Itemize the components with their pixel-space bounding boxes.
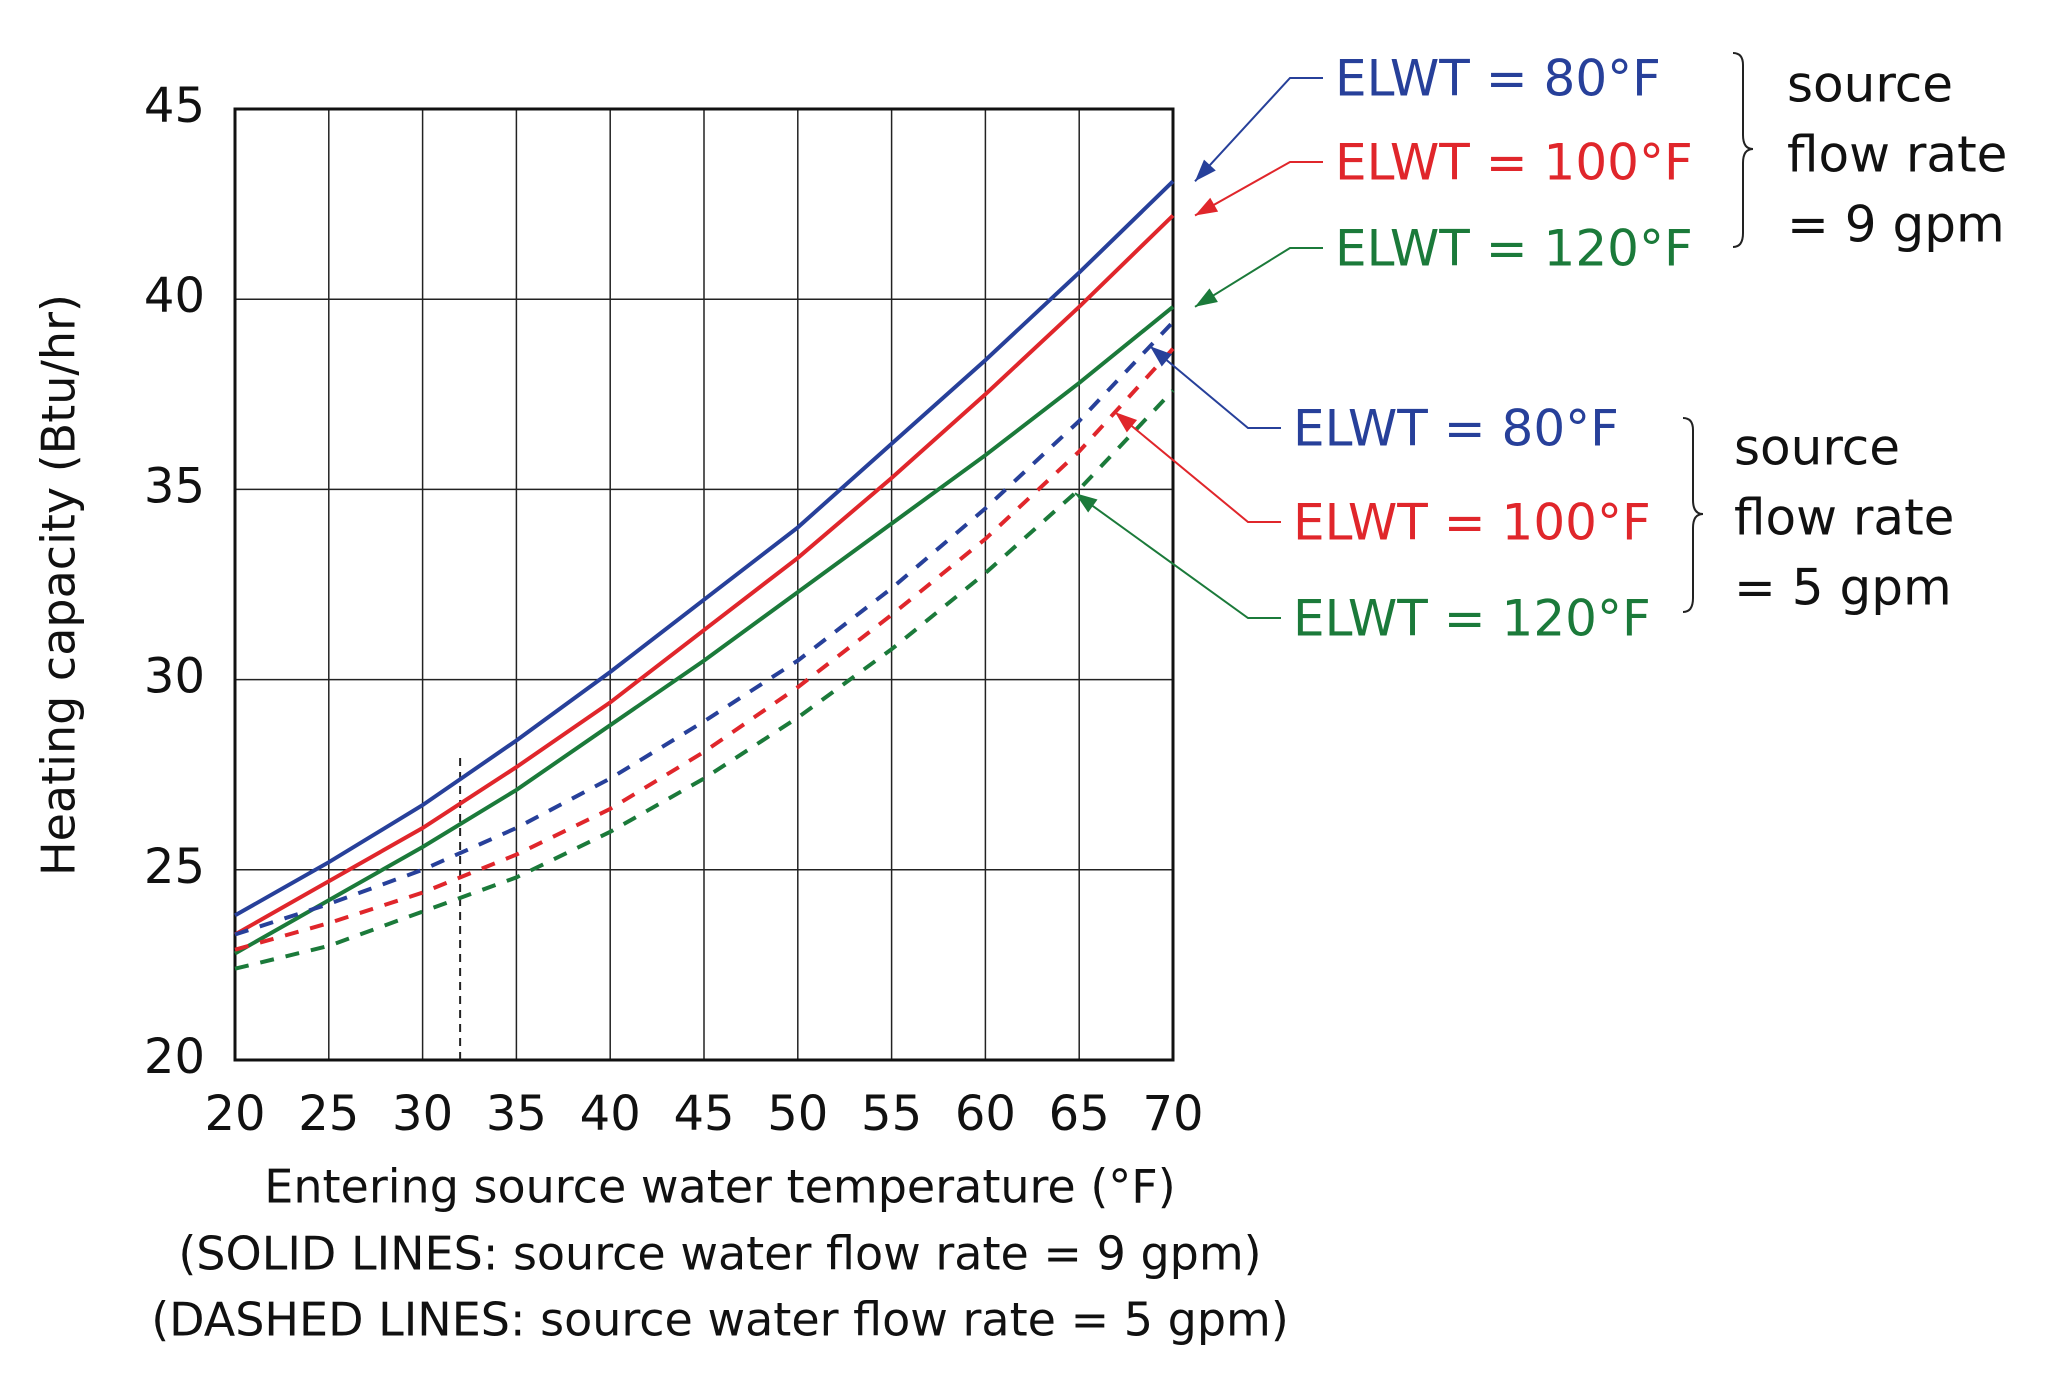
x-tick-label: 55 (861, 1086, 922, 1142)
x-tick-label: 30 (392, 1086, 453, 1142)
x-tick-label: 20 (204, 1086, 265, 1142)
legend-label: ELWT = 100°F (1293, 494, 1651, 552)
x-tick-label: 45 (673, 1086, 734, 1142)
x-tick-label: 25 (298, 1086, 359, 1142)
brace (1682, 417, 1704, 613)
legend-arrowhead (1150, 346, 1173, 367)
legend-label: ELWT = 120°F (1293, 590, 1651, 648)
y-tick-label: 35 (144, 458, 205, 514)
legend-arrowhead (1115, 412, 1138, 433)
x-axis-label: Entering source water temperature (°F) (264, 1160, 1175, 1214)
legend-leader (1194, 161, 1323, 217)
legend-arrowhead (1195, 197, 1219, 216)
group-label: flow rate (1787, 126, 2007, 184)
legend-leader (1074, 492, 1281, 619)
legend-label: ELWT = 80°F (1293, 400, 1619, 458)
legend-arrowhead (1195, 288, 1218, 307)
group-label: source (1734, 419, 1900, 477)
legend-arrowhead (1075, 493, 1098, 513)
group-label: = 5 gpm (1734, 559, 1952, 617)
x-axis-note: (SOLID LINES: source water flow rate = 9… (178, 1227, 1261, 1281)
x-tick-label: 50 (767, 1086, 828, 1142)
legend-leader (1149, 345, 1281, 429)
y-axis-label: Heating capacity (Btu/hr) (32, 294, 86, 876)
series-line (234, 389, 1175, 971)
y-tick-label: 45 (144, 78, 205, 134)
series-line (234, 179, 1175, 918)
legend-leader (1194, 247, 1323, 308)
group-label: flow rate (1734, 489, 1954, 547)
x-tick-label: 35 (486, 1086, 547, 1142)
series-line (234, 305, 1175, 956)
legend-leader (1194, 77, 1323, 182)
brace (1732, 52, 1754, 248)
x-tick-label: 60 (955, 1086, 1016, 1142)
y-tick-label: 30 (144, 649, 205, 705)
x-tick-label: 65 (1049, 1086, 1110, 1142)
plot-frame (233, 107, 1175, 1062)
group-label: source (1787, 56, 1953, 114)
x-tick-label: 40 (580, 1086, 641, 1142)
y-tick-label: 20 (144, 1029, 205, 1085)
group-label: = 9 gpm (1787, 196, 2005, 254)
legend-leader (1114, 411, 1281, 523)
legend-label: ELWT = 100°F (1335, 134, 1693, 192)
legend-arrowhead (1195, 159, 1216, 182)
series-line (234, 320, 1175, 937)
y-tick-label: 25 (144, 839, 205, 895)
legend-label: ELWT = 120°F (1335, 220, 1693, 278)
y-tick-label: 40 (144, 268, 205, 324)
series-line (234, 214, 1175, 937)
series-line (234, 347, 1175, 952)
legend-label: ELWT = 80°F (1335, 50, 1661, 108)
x-axis-note: (DASHED LINES: source water flow rate = … (151, 1293, 1289, 1347)
x-tick-label: 70 (1142, 1086, 1203, 1142)
